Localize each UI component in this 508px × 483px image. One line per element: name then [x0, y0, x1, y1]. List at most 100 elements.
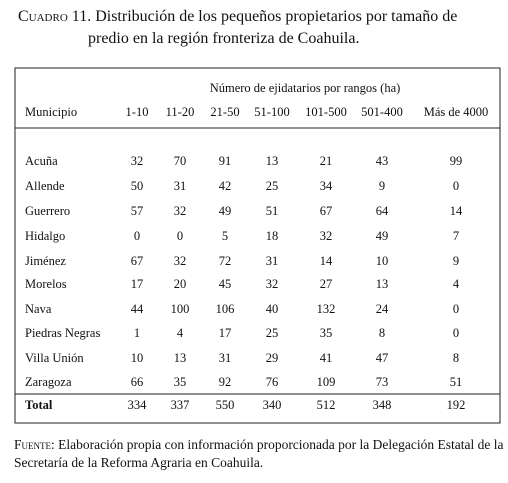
total-label: Total: [25, 398, 53, 412]
total-cell: 334: [128, 398, 148, 412]
cell: 57: [131, 204, 144, 218]
cell: 9: [379, 179, 385, 193]
cell: 13: [266, 154, 279, 168]
cell: 100: [171, 302, 190, 316]
cell: 49: [376, 229, 389, 243]
cell: 0: [453, 179, 459, 193]
total-cell: 512: [317, 398, 336, 412]
cell: 66: [131, 375, 144, 389]
cell: 51: [266, 204, 279, 218]
cell: 32: [320, 229, 333, 243]
row-label: Piedras Negras: [25, 326, 100, 340]
cell: 4: [177, 326, 184, 340]
total-cell: 550: [216, 398, 235, 412]
cell: 10: [376, 254, 389, 268]
cell: 13: [174, 351, 187, 365]
cell: 31: [174, 179, 187, 193]
cell: 21: [320, 154, 333, 168]
cell: 106: [216, 302, 235, 316]
cell: 40: [266, 302, 279, 316]
column-header: 1-10: [126, 105, 149, 119]
cell: 42: [219, 179, 232, 193]
column-header: Más de 4000: [424, 105, 489, 119]
row-label: Zaragoza: [25, 375, 72, 389]
cell: 67: [131, 254, 144, 268]
title: Cuadro 11. Distribución de los pequeños …: [18, 6, 502, 50]
cell: 7: [453, 229, 459, 243]
cell: 70: [174, 154, 187, 168]
column-header: 21-50: [210, 105, 239, 119]
cell: 32: [131, 154, 144, 168]
cell: 0: [134, 229, 140, 243]
row-label: Hidalgo: [25, 229, 65, 243]
cell: 64: [376, 204, 389, 218]
cell: 0: [177, 229, 183, 243]
cell: 34: [320, 179, 333, 193]
cell: 8: [453, 351, 459, 365]
cell: 31: [219, 351, 232, 365]
cell: 0: [453, 326, 459, 340]
cell: 13: [376, 277, 389, 291]
cell: 14: [450, 204, 463, 218]
cell: 4: [453, 277, 460, 291]
column-header: Municipio: [25, 105, 77, 119]
cell: 73: [376, 375, 389, 389]
cell: 1: [134, 326, 140, 340]
total-cell: 348: [373, 398, 392, 412]
column-header: 51-100: [254, 105, 289, 119]
cell: 32: [266, 277, 279, 291]
cell: 49: [219, 204, 232, 218]
cell: 76: [266, 375, 279, 389]
title-text: Distribución de los pequeños propietario…: [88, 8, 458, 47]
group-header: Número de ejidatarios por rangos (ha): [210, 81, 401, 95]
cell: 25: [266, 326, 279, 340]
cell: 35: [174, 375, 187, 389]
total-cell: 337: [171, 398, 190, 412]
cell: 18: [266, 229, 279, 243]
cell: 31: [266, 254, 279, 268]
cell: 92: [219, 375, 232, 389]
cell: 32: [174, 204, 187, 218]
cell: 91: [219, 154, 232, 168]
cell: 50: [131, 179, 144, 193]
cell: 24: [376, 302, 389, 316]
cell: 67: [320, 204, 333, 218]
cell: 17: [131, 277, 144, 291]
row-label: Jiménez: [25, 254, 66, 268]
cell: 20: [174, 277, 187, 291]
cell: 32: [174, 254, 187, 268]
column-header: 11-20: [166, 105, 195, 119]
source-text: Elaboración propia con información propo…: [14, 437, 504, 470]
cell: 72: [219, 254, 232, 268]
cell: 43: [376, 154, 389, 168]
row-label: Morelos: [25, 277, 67, 291]
row-label: Guerrero: [25, 204, 70, 218]
cell: 99: [450, 154, 463, 168]
cell: 14: [320, 254, 333, 268]
cell: 29: [266, 351, 279, 365]
row-label: Villa Unión: [25, 351, 84, 365]
cell: 41: [320, 351, 333, 365]
cell: 51: [450, 375, 463, 389]
cell: 5: [222, 229, 228, 243]
cell: 45: [219, 277, 232, 291]
column-header: 101-500: [305, 105, 347, 119]
cell: 0: [453, 302, 459, 316]
cell: 8: [379, 326, 385, 340]
source-label: Fuente:: [14, 437, 55, 452]
title-label: Cuadro 11.: [18, 8, 92, 25]
cell: 17: [219, 326, 232, 340]
row-label: Nava: [25, 302, 52, 316]
row-label: Allende: [25, 179, 65, 193]
cell: 35: [320, 326, 333, 340]
cell: 109: [317, 375, 336, 389]
cell: 25: [266, 179, 279, 193]
total-cell: 192: [447, 398, 466, 412]
cell: 47: [376, 351, 389, 365]
cell: 9: [453, 254, 459, 268]
column-header: 501-400: [361, 105, 403, 119]
cell: 27: [320, 277, 333, 291]
cell: 132: [317, 302, 336, 316]
